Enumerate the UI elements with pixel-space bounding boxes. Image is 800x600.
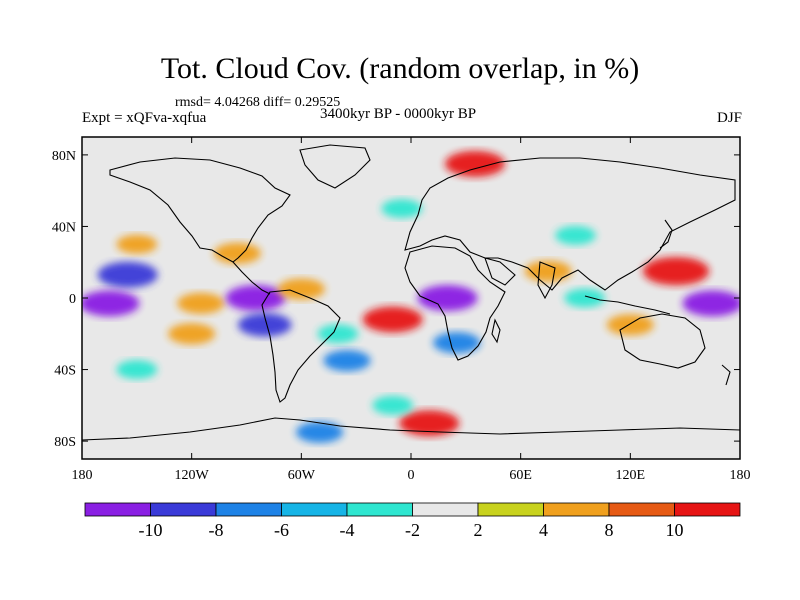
stats-label: rmsd= 4.04268 diff= 0.29525 <box>175 95 341 110</box>
coastline-south-america <box>261 289 341 403</box>
anomaly-region <box>116 234 158 254</box>
colorbar: -10 -8 -6 -4 -2 2 4 8 10 <box>84 502 741 540</box>
colorbar-swatch <box>674 502 741 517</box>
lon-tick-label: 120E <box>616 468 646 483</box>
anomaly-region <box>372 395 414 415</box>
anomaly-region <box>417 285 478 311</box>
axis-ticks: 180 120W 60W 0 60E 120E 180 80N 40N 0 40S 80S <box>52 137 751 483</box>
coastline-central-america <box>232 261 271 295</box>
lat-tick-label: 80N <box>52 149 76 164</box>
lon-tick-label: 120W <box>175 468 210 483</box>
anomaly-region <box>433 332 481 354</box>
anomaly-region <box>116 360 158 379</box>
anomaly-region <box>362 306 423 333</box>
anomaly-region <box>82 290 140 317</box>
lat-tick-label: 40S <box>54 364 76 379</box>
coastline-indonesia <box>584 295 671 315</box>
anomaly-layer <box>82 150 740 443</box>
anomaly-region <box>168 323 216 345</box>
period-label: 3400kyr BP - 0000kyr BP <box>320 106 477 122</box>
colorbar-label: -8 <box>209 520 224 540</box>
anomaly-region <box>399 410 460 437</box>
coastline-north-america <box>109 157 291 263</box>
colorbar-label: -6 <box>274 520 289 540</box>
colorbar-label: 10 <box>666 520 684 540</box>
colorbar-swatch <box>215 502 282 517</box>
map-title: Tot. Cloud Cov. (random overlap, in %) <box>160 52 640 85</box>
lon-tick-label: 180 <box>72 468 93 483</box>
colorbar-swatch <box>477 502 544 517</box>
lon-tick-label: 0 <box>408 468 415 483</box>
lat-tick-label: 0 <box>69 292 76 307</box>
colorbar-swatch <box>543 502 610 517</box>
anomaly-region <box>213 242 261 264</box>
anomaly-region <box>296 421 344 443</box>
colorbar-swatch <box>150 502 217 517</box>
coastline-layer <box>82 144 740 441</box>
lon-tick-label: 60W <box>288 468 316 483</box>
coastline-madagascar <box>491 318 501 344</box>
anomaly-region <box>97 261 158 288</box>
colorbar-swatch <box>608 502 675 517</box>
anomaly-region <box>323 350 371 372</box>
colorbar-label: -4 <box>340 520 355 540</box>
colorbar-label: -2 <box>405 520 420 540</box>
colorbar-label: -10 <box>139 520 163 540</box>
anomaly-region <box>555 225 596 245</box>
experiment-label: Expt = xQFva-xqfua <box>82 110 207 126</box>
coastline-new-zealand <box>721 364 731 386</box>
colorbar-swatch <box>281 502 348 517</box>
lon-tick-label: 60E <box>509 468 532 483</box>
colorbar-swatch <box>346 502 413 517</box>
anomaly-region <box>642 256 710 286</box>
anomaly-region <box>277 278 325 300</box>
anomaly-region <box>317 324 359 344</box>
lat-tick-label: 80S <box>54 435 76 450</box>
anomaly-region <box>682 290 740 317</box>
anomaly-region <box>237 313 292 337</box>
colorbar-swatch <box>84 502 151 517</box>
coastline-eurasia <box>404 157 736 291</box>
coastline-antarctica <box>82 417 740 441</box>
lat-tick-label: 40N <box>52 220 76 235</box>
coastline-arabia <box>484 257 516 286</box>
colorbar-label: 4 <box>539 520 548 540</box>
anomaly-region <box>606 314 654 336</box>
coastline-australia <box>619 313 706 369</box>
anomaly-region <box>177 292 225 314</box>
coastline-greenland <box>299 144 371 189</box>
lon-tick-label: 180 <box>730 468 751 483</box>
colorbar-label: 2 <box>474 520 483 540</box>
anomaly-region <box>225 285 286 311</box>
colorbar-swatch <box>412 502 479 517</box>
season-label: DJF <box>716 110 742 126</box>
coastline-africa <box>404 245 506 361</box>
anomaly-region <box>564 288 606 308</box>
anomaly-region <box>381 199 423 218</box>
colorbar-label: 8 <box>605 520 614 540</box>
anomaly-region <box>444 150 505 177</box>
coastline-india <box>537 261 556 300</box>
coastline-japan <box>659 219 673 249</box>
